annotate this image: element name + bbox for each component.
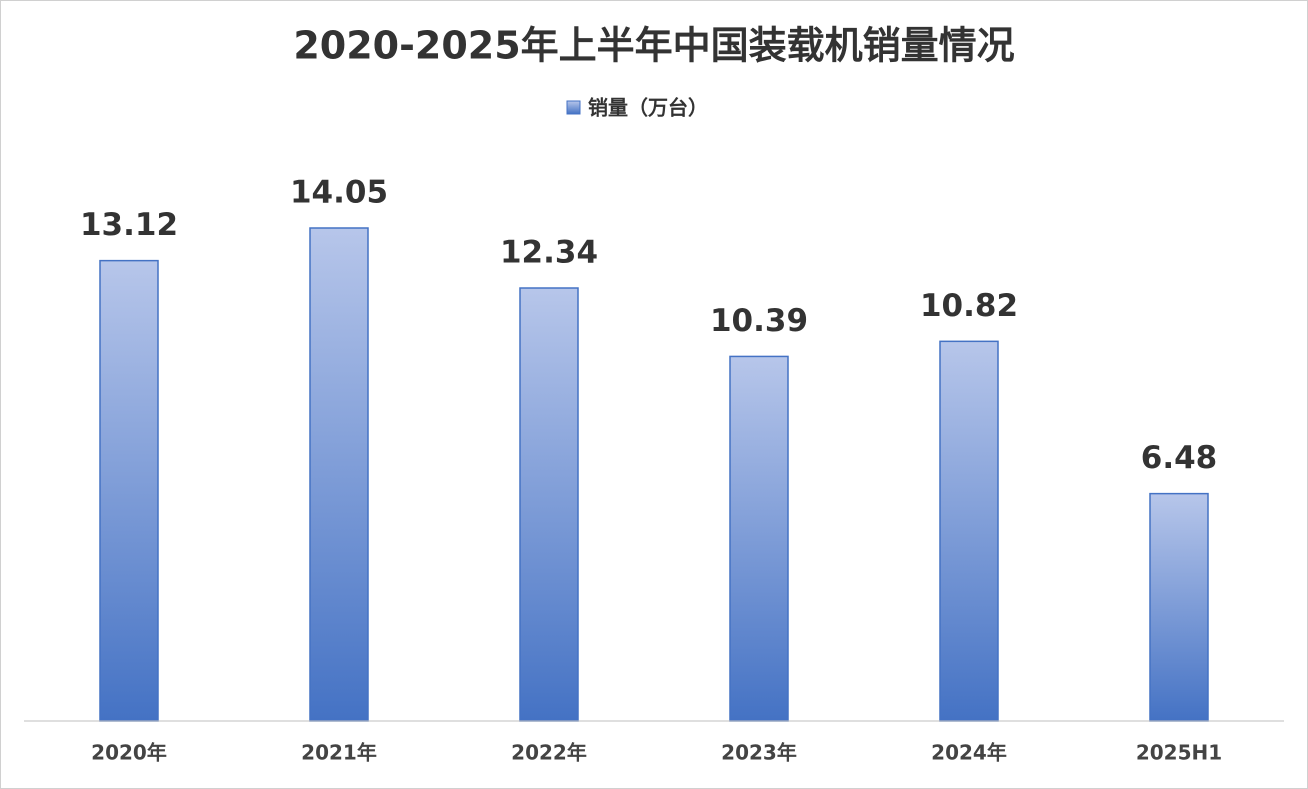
- bar: [99, 259, 159, 722]
- data-label: 6.48: [1141, 440, 1218, 476]
- x-tick-label: 2022年: [511, 741, 587, 765]
- bar: [729, 355, 789, 722]
- chart-title: 2020-2025年上半年中国装载机销量情况: [293, 24, 1014, 68]
- data-label: 12.34: [500, 235, 598, 271]
- x-tick-label: 2023年: [721, 741, 797, 765]
- data-label: 10.82: [920, 288, 1018, 324]
- x-tick-label: 2020年: [91, 741, 167, 765]
- bar: [1149, 492, 1209, 722]
- bar: [939, 340, 999, 722]
- data-label: 13.12: [80, 207, 178, 243]
- legend: 销量（万台）: [566, 96, 708, 120]
- x-tick-label: 2021年: [301, 741, 377, 765]
- x-tick-label: 2024年: [931, 741, 1007, 765]
- x-tick-label: 2025H1: [1136, 741, 1222, 765]
- bar: [309, 227, 369, 722]
- data-label: 14.05: [290, 175, 388, 211]
- data-label: 10.39: [710, 303, 808, 339]
- legend-label: 销量（万台）: [588, 96, 708, 120]
- legend-swatch: [566, 100, 581, 115]
- bar: [519, 287, 579, 722]
